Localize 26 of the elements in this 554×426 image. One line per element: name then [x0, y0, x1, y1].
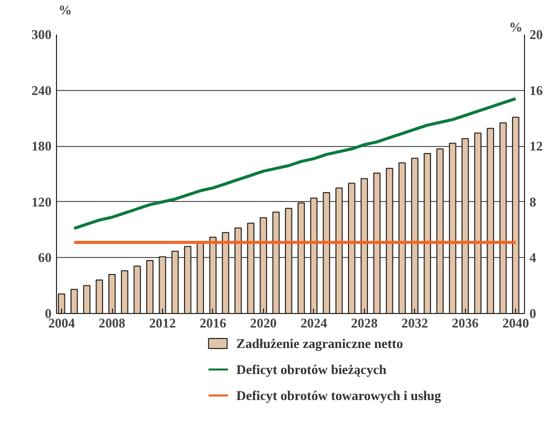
- y-tick-label: 300: [32, 27, 52, 42]
- legend-label: Deficyt obrotów bieżących: [236, 362, 388, 377]
- line-series: [72, 97, 518, 230]
- y-tick-label: 120: [32, 194, 52, 210]
- x-tick-label: 2036: [452, 316, 479, 330]
- x-tick-label: 2012: [149, 316, 176, 330]
- y-tick-label: 180: [32, 138, 52, 154]
- x-tick-label: 2024: [300, 316, 328, 330]
- y2-tick-label: 12: [530, 138, 544, 154]
- y-tick-label: 240: [32, 82, 52, 98]
- y-axis-title: %: [58, 2, 72, 18]
- y2-tick-label: 20: [530, 27, 544, 42]
- y2-tick-label: 16: [530, 82, 544, 98]
- x-tick-label: 2020: [250, 316, 278, 330]
- legend-label: Deficyt obrotów towarowych i usług: [236, 388, 442, 403]
- x-tick-label: 2040: [502, 316, 530, 330]
- y2-tick-label: 0: [530, 306, 536, 321]
- y2-tick-label: 8: [530, 194, 536, 210]
- x-tick-label: 2016: [200, 316, 227, 330]
- y2-axis-title: %: [509, 20, 522, 34]
- x-tick-label: 2008: [98, 316, 126, 330]
- x-tick-label: 2032: [401, 316, 428, 330]
- y-tick-label: 60: [38, 250, 52, 266]
- y2-tick-label: 4: [530, 250, 536, 266]
- legend-label: Zadłużenie zagraniczne netto: [236, 336, 404, 351]
- x-tick-label: 2028: [350, 316, 378, 330]
